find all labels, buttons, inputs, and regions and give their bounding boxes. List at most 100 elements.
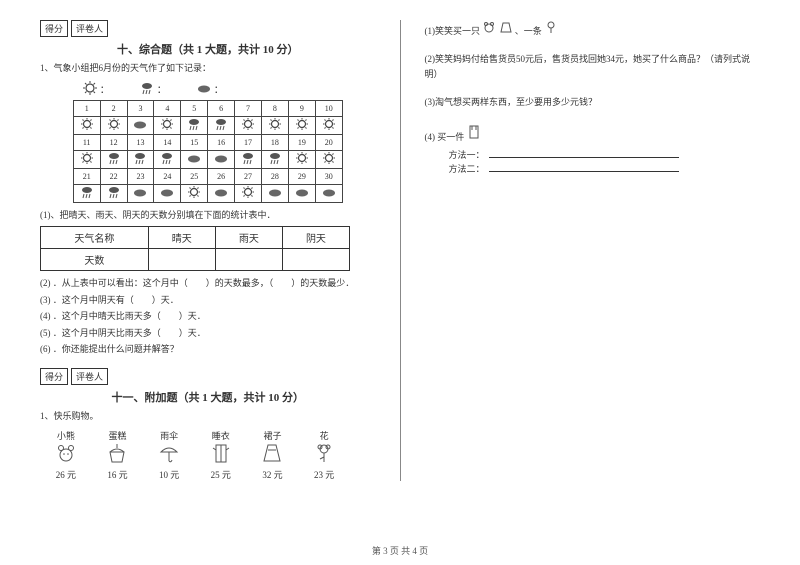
q10-sub4: (4) ．这个月中晴天比雨天多（ ）天． — [40, 310, 376, 324]
grader-box: 评卷人 — [71, 368, 108, 385]
shop-price: 26 元 — [55, 468, 77, 481]
cal-day-icon — [181, 116, 208, 134]
stat-row-label: 天数 — [41, 249, 149, 271]
cal-day-icon — [261, 116, 288, 134]
cal-day-num: 16 — [208, 134, 235, 150]
cal-day-icon — [73, 184, 100, 202]
shop-price: 23 元 — [313, 468, 335, 481]
cal-day-icon — [127, 116, 154, 134]
cal-day-icon — [100, 150, 127, 168]
grader-box: 评卷人 — [71, 20, 108, 37]
q10-sub1: (1)、把晴天、雨天、阴天的天数分别填在下面的统计表中． — [40, 209, 376, 223]
cal-day-num: 15 — [181, 134, 208, 150]
section-11-title: 十一、附加题（共 1 大题，共计 10 分） — [40, 389, 376, 405]
method1-label: 方法一： — [449, 150, 485, 160]
cal-day-num: 1 — [73, 100, 100, 116]
cal-day-num: 19 — [288, 134, 315, 150]
cal-day-icon — [235, 184, 262, 202]
cal-day-icon — [154, 184, 181, 202]
cal-day-icon — [288, 116, 315, 134]
legend-rainy-label: ： — [157, 81, 167, 96]
cal-day-icon — [127, 150, 154, 168]
cal-day-icon — [154, 116, 181, 134]
bear-icon — [482, 20, 496, 34]
q10-sub3: (3) ．这个月中阴天有（ ）天． — [40, 294, 376, 308]
cal-day-icon — [288, 184, 315, 202]
shop-item: 小熊 26 元 — [55, 429, 77, 481]
cal-day-num: 6 — [208, 100, 235, 116]
shop-name: 小熊 — [55, 429, 77, 442]
cal-day-num: 22 — [100, 168, 127, 184]
cal-day-num: 23 — [127, 168, 154, 184]
cal-day-icon — [315, 116, 342, 134]
shop-item: 蛋糕 16 元 — [106, 429, 128, 481]
cal-day-icon — [181, 184, 208, 202]
cal-day-num: 9 — [288, 100, 315, 116]
cal-day-icon — [208, 184, 235, 202]
q10-intro: 1、气象小组把6月份的天气作了如下记录： — [40, 62, 376, 76]
flower-icon — [544, 20, 558, 34]
cal-day-num: 26 — [208, 168, 235, 184]
cal-day-num: 29 — [288, 168, 315, 184]
shop-name: 睡衣 — [210, 429, 232, 442]
rq4: (4) 买一件 方法一： 方法二： — [425, 124, 761, 177]
cal-day-num: 13 — [127, 134, 154, 150]
stat-header: 雨天 — [215, 227, 282, 249]
cal-day-num: 25 — [181, 168, 208, 184]
cal-day-icon — [73, 116, 100, 134]
q11-intro: 1、快乐购物。 — [40, 410, 376, 424]
cal-day-num: 18 — [261, 134, 288, 150]
cal-day-num: 20 — [315, 134, 342, 150]
cal-day-icon — [154, 150, 181, 168]
cal-day-icon — [100, 184, 127, 202]
q10-sub5: (5) ．这个月中阴天比雨天多（ ）天． — [40, 327, 376, 341]
cal-day-icon — [315, 150, 342, 168]
stat-header: 天气名称 — [41, 227, 149, 249]
cal-day-num: 12 — [100, 134, 127, 150]
answer-line — [489, 162, 679, 172]
cal-day-num: 3 — [127, 100, 154, 116]
stat-header: 阴天 — [282, 227, 349, 249]
legend-row: ： ： ： — [73, 81, 343, 96]
shop-name: 裙子 — [261, 429, 283, 442]
page-container: 得分 评卷人 十、综合题（共 1 大题，共计 10 分） 1、气象小组把6月份的… — [0, 0, 800, 511]
cloud-icon — [197, 81, 211, 95]
cal-day-num: 8 — [261, 100, 288, 116]
cal-day-icon — [100, 116, 127, 134]
pajama-icon — [467, 124, 481, 140]
shop-item: 睡衣25 元 — [210, 429, 232, 481]
shop-price: 32 元 — [261, 468, 283, 481]
shop-item: 雨伞10 元 — [158, 429, 180, 481]
stat-cell — [148, 249, 215, 271]
shop-row: 小熊 26 元 蛋糕 16 元 雨伞10 元 睡衣25 元 裙子 32 元 花23 元 — [40, 429, 350, 481]
q10-sub2: (2) ．从上表中可以看出：这个月中（ ）的天数最多，（ ）的天数最少． — [40, 277, 376, 291]
score-box: 得分 — [40, 20, 68, 37]
shop-name: 雨伞 — [158, 429, 180, 442]
cal-day-icon — [288, 150, 315, 168]
cal-day-num: 30 — [315, 168, 342, 184]
left-column: 得分 评卷人 十、综合题（共 1 大题，共计 10 分） 1、气象小组把6月份的… — [40, 20, 376, 481]
cal-day-num: 7 — [235, 100, 262, 116]
cal-day-num: 24 — [154, 168, 181, 184]
cal-day-num: 11 — [73, 134, 100, 150]
cal-day-icon — [261, 184, 288, 202]
cal-day-num: 2 — [100, 100, 127, 116]
legend-rainy: ： — [140, 81, 167, 96]
weather-chart: ： ： ： 12345678910 11121314151617181920 2… — [73, 81, 343, 203]
cal-day-icon — [261, 150, 288, 168]
shop-name: 蛋糕 — [106, 429, 128, 442]
legend-sunny: ： — [83, 81, 110, 96]
score-row-10: 得分 评卷人 — [40, 20, 376, 37]
shop-item: 花23 元 — [313, 429, 335, 481]
stat-cell — [282, 249, 349, 271]
rq3: (3)淘气想买两样东西，至少要用多少元钱？ — [425, 95, 761, 109]
section-10-title: 十、综合题（共 1 大题，共计 10 分） — [40, 41, 376, 57]
method2-label: 方法二： — [449, 164, 485, 174]
legend-cloudy-label: ： — [214, 81, 224, 96]
stat-cell — [215, 249, 282, 271]
cal-day-icon — [73, 150, 100, 168]
shop-price: 16 元 — [106, 468, 128, 481]
rain-icon — [140, 81, 154, 95]
page-footer: 第 3 页 共 4 页 — [0, 544, 800, 557]
cal-day-icon — [235, 116, 262, 134]
